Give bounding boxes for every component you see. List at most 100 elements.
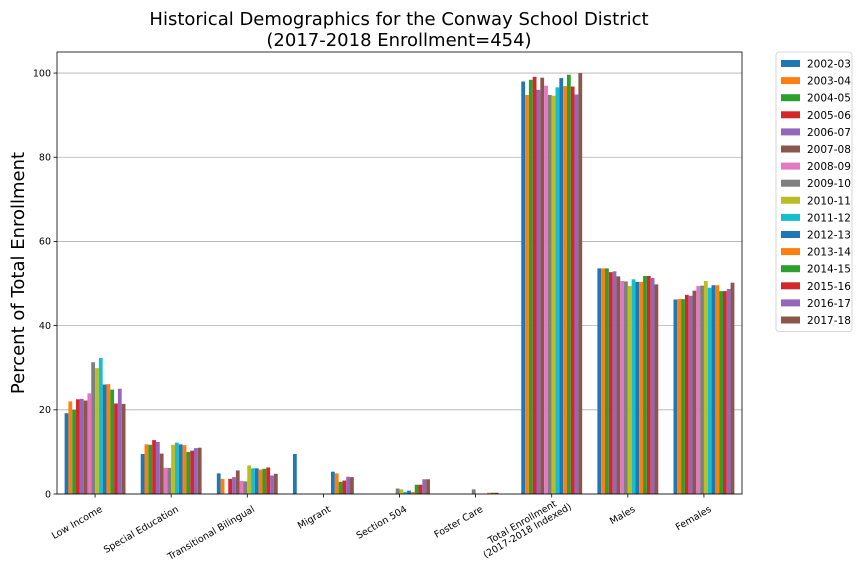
bar [563,86,567,495]
legend-swatch [781,179,800,187]
bar [232,477,236,494]
x-tick-label: Males [608,504,637,527]
legend-entry: 2005-06 [807,110,851,122]
legend-swatch [781,111,800,119]
bar [117,388,122,494]
y-axis-ticks: 0 20 40 60 80 100 [33,68,57,500]
bar [650,278,655,494]
bar [608,272,613,494]
legend-swatch [781,162,800,170]
bar [605,268,609,494]
bar [722,291,727,494]
bar [612,271,617,494]
legend-swatch [781,77,800,85]
bar [624,281,628,494]
bar [216,473,221,494]
legend-entry: 2008-09 [807,161,851,173]
legend-swatch [781,213,800,221]
bar [334,473,339,494]
bar [730,282,735,494]
bar [540,77,545,494]
bar [692,290,697,494]
x-tick-label-line: Males [608,504,637,527]
bar [159,453,164,494]
x-tick-label: Section 504 [355,504,409,542]
legend-frame [775,51,853,333]
bar [292,454,297,494]
bar [426,479,430,494]
bar [677,299,682,494]
bar [72,409,77,494]
bar [681,299,685,494]
bar [220,478,225,494]
bar [342,480,347,494]
bar [715,285,720,494]
bar [270,475,274,494]
bar [254,468,259,494]
bar [684,294,689,494]
bar [148,444,153,494]
bar [197,447,202,494]
bar [266,467,271,494]
legend-entry: 2006-07 [807,127,851,139]
bar [262,468,267,494]
bar [574,94,579,495]
bar [673,299,678,494]
x-tick-label-line: Section 504 [355,504,409,542]
legend-entry: 2016-17 [807,298,851,310]
legend-entry: 2011-12 [807,212,851,224]
bar [635,281,640,494]
bar [719,291,723,494]
legend-entry: 2013-14 [807,247,851,259]
bar [536,89,541,494]
bar [186,451,191,494]
bar [338,481,343,494]
bar [152,440,156,494]
bar [646,275,651,494]
bar [258,469,263,494]
x-tick-label: Total Enrollment(2017-2018 Indexed) [477,493,574,561]
bar [471,489,476,494]
legend: 2002-03 2003-04 2004-05 2005-06 2006-07 2007-… [775,51,853,333]
bar [601,268,605,494]
x-tick-label-line: Low Income [50,504,105,542]
bar [700,285,704,494]
bar [190,450,194,494]
bar [559,78,564,494]
bar [525,94,529,495]
bar [235,470,240,494]
bar [399,489,404,494]
bar [631,279,636,494]
bar [551,95,556,494]
bar [350,477,354,494]
bar [547,94,552,495]
bar [194,448,198,494]
legend-entry: 2014-15 [807,264,851,276]
bar [654,284,659,494]
bar [106,384,111,494]
bar [251,468,255,494]
bar [243,481,248,494]
legend-entry: 2009-10 [807,178,851,190]
bar [87,393,92,494]
bar [64,413,69,494]
y-axis-label: Percent of Total Enrollment [8,152,29,394]
bar [182,445,187,494]
bar [171,444,175,494]
y-tick-label: 0 [45,489,51,500]
chart-title-line: Historical Demographics for the Conway S… [149,9,648,30]
legend-swatch [781,299,800,307]
bar [494,492,499,494]
bar [83,400,88,494]
legend-swatch [781,265,800,273]
bar [239,480,244,494]
bar [696,286,701,494]
bar [98,358,103,494]
bar [228,478,233,494]
legend-swatch [781,94,800,102]
legend-swatch [781,196,800,204]
bar [528,79,533,494]
x-tick-label-line: Special Education [102,504,181,556]
